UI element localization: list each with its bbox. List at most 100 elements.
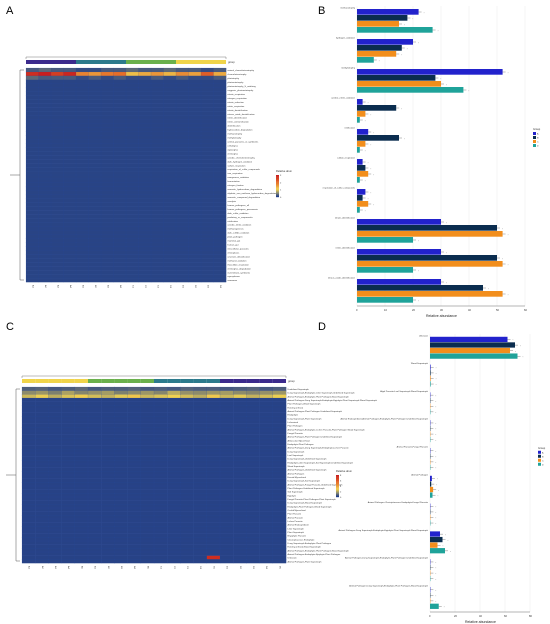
heatmap-c-cell	[48, 430, 62, 435]
bar-b-bar	[357, 69, 503, 75]
heatmap-a-cell	[188, 123, 202, 128]
heatmap-c-col-label: A1	[28, 566, 31, 569]
heatmap-c-cell	[193, 438, 208, 443]
heatmap-c-cell	[259, 463, 274, 468]
heatmap-c-row-label: Dung Saprotroph-Endophyte-Plant Pathogen	[288, 542, 332, 545]
heatmap-c-row-label: Animal Pathogen-Plant Pathogen-Undefined…	[288, 410, 343, 413]
heatmap-c-col-label: B4	[133, 566, 135, 569]
heatmap-c-cell	[127, 463, 142, 468]
heatmap-c-cell	[48, 474, 62, 479]
heatmap-a-cell	[213, 194, 227, 200]
heatmap-a-cell	[125, 127, 139, 132]
heatmap-a-cell	[50, 273, 64, 279]
heatmap-c-cell	[101, 504, 115, 509]
heatmap-c-cell	[74, 522, 89, 527]
heatmap-c-cell	[114, 493, 128, 498]
heatmap-c-cell	[74, 423, 89, 428]
heatmap-a-cell	[113, 95, 127, 100]
bar-b-sig-label: *	[370, 169, 371, 171]
heatmap-c-cell	[153, 485, 168, 490]
heatmap-a-cell	[63, 210, 77, 215]
bar-b-sig-label: *	[368, 163, 369, 165]
bar-b-bar	[357, 225, 497, 231]
heatmap-a-cell	[138, 79, 152, 85]
heatmap-a-cell	[100, 198, 114, 204]
heatmap-a-cell	[150, 127, 164, 132]
heatmap-a-cell	[175, 238, 189, 243]
heatmap-c-cell	[21, 419, 36, 424]
heatmap-a-cell	[63, 262, 77, 267]
heatmap-c-cell	[193, 401, 208, 406]
heatmap-c-cell	[233, 419, 247, 424]
heatmap-a-cell	[88, 250, 102, 255]
heatmap-a-row-label: nitrite_denitrification	[228, 117, 248, 120]
heatmap-a-cell	[113, 119, 127, 124]
heatmap-c-cell	[246, 540, 260, 545]
heatmap-a-cell	[175, 270, 189, 275]
heatmap-c-group-cell	[48, 379, 62, 383]
heatmap-c-cell	[167, 456, 181, 461]
heatmap-a-cell	[163, 99, 177, 104]
heatmap-a-cell	[75, 111, 89, 116]
heatmap-a-cell	[38, 87, 52, 93]
heatmap-c-cell	[246, 438, 260, 443]
heatmap-a-cell	[150, 198, 164, 204]
heatmap-c-cell	[140, 438, 155, 443]
heatmap-c-cell	[101, 493, 115, 498]
heatmap-c-cell	[246, 408, 260, 413]
heatmap-a-cell	[50, 186, 64, 192]
heatmap-c-cell	[246, 526, 260, 531]
heatmap-a-cell	[63, 230, 77, 235]
heatmap-c-cell	[180, 441, 194, 446]
heatmap-a-cell	[200, 166, 214, 172]
heatmap-c-cell	[193, 423, 208, 428]
heatmap-c-cell	[180, 434, 194, 439]
bar-d-category-label: Algal Parasite-Leaf Saprotroph-Wood Sapr…	[380, 390, 429, 393]
heatmap-a-legend-swatch	[276, 194, 279, 197]
heatmap-c-cell	[127, 408, 142, 413]
heatmap-a-cell	[113, 266, 127, 271]
heatmap-c-cell	[153, 416, 168, 421]
heatmap-a-cell	[200, 75, 214, 81]
heatmap-a-cell	[188, 147, 202, 152]
heatmap-a-cell	[63, 242, 77, 247]
heatmap-a-col-label: B2	[94, 285, 96, 288]
heatmap-c-cell	[193, 419, 208, 424]
heatmap-a-cell	[100, 250, 114, 255]
heatmap-a-cell	[188, 115, 202, 120]
bar-d-category-label: Animal Pathogen-Dung Saprotroph-Endophyt…	[345, 557, 429, 560]
heatmap-a-cell	[125, 67, 139, 73]
heatmap-c-row-label: Endophyte-Litter Saprotroph-Soil Saprotr…	[288, 461, 354, 464]
heatmap-a-cell	[100, 182, 114, 188]
heatmap-a-row-label: sulfate_respiration	[228, 164, 247, 167]
heatmap-c-cell	[48, 544, 62, 549]
heatmap-c-cell	[114, 478, 128, 483]
heatmap-a-col-label: B3	[106, 285, 108, 288]
heatmap-c-cell	[114, 496, 128, 501]
heatmap-a-cell	[213, 87, 227, 93]
bar-d-x-axis-title: Relative abundance	[465, 620, 496, 624]
heatmap-a-cell	[38, 242, 52, 247]
heatmap-a-cell	[213, 266, 227, 271]
heatmap-a-cell	[138, 214, 152, 219]
bar-b-category-label: respiration_of_sulfur_compounds	[323, 187, 356, 190]
heatmap-a-cell	[113, 174, 127, 180]
bar-b-legend-swatch	[533, 136, 536, 139]
heatmap-a-cell	[150, 87, 164, 93]
heatmap-c-legend-swatch	[336, 486, 339, 488]
heatmap-a-cell	[38, 266, 52, 271]
heatmap-c-cell	[180, 467, 194, 472]
heatmap-c-cell	[167, 408, 181, 413]
heatmap-a-group-cell	[76, 60, 89, 64]
heatmap-c-cell	[180, 511, 194, 516]
heatmap-c-cell	[48, 423, 62, 428]
bar-d-bar	[430, 353, 518, 359]
heatmap-c-cell	[272, 416, 287, 421]
heatmap-c-cell	[167, 423, 181, 428]
heatmap-a-cell	[125, 115, 139, 120]
heatmap-c-row-label: Plant Pathogen-Wood Saprotroph	[288, 403, 322, 406]
heatmap-c-cell	[35, 441, 49, 446]
heatmap-c-cell	[219, 434, 234, 439]
heatmap-c-cell	[87, 493, 102, 498]
